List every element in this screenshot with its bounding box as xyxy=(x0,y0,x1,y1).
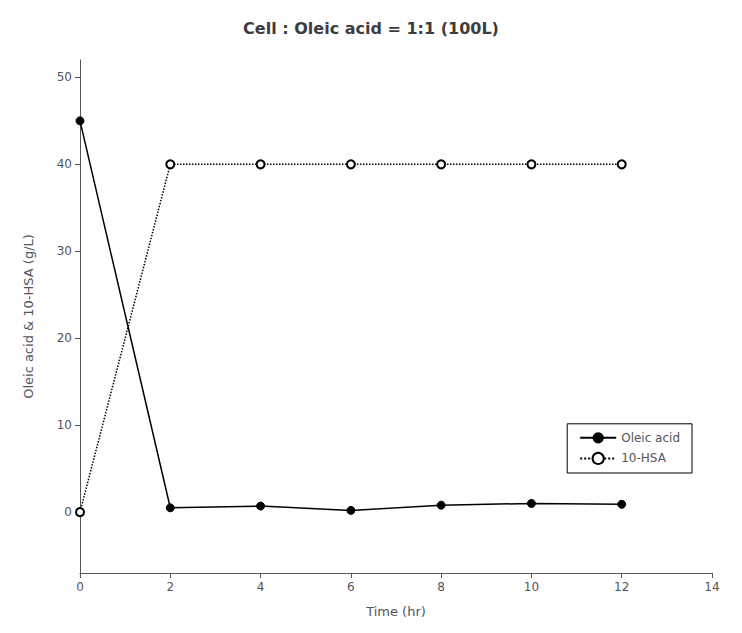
svg-text:2: 2 xyxy=(166,580,174,594)
svg-text:Oleic acid & 10-HSA (g/L): Oleic acid & 10-HSA (g/L) xyxy=(21,234,36,399)
svg-text:4: 4 xyxy=(257,580,265,594)
svg-text:40: 40 xyxy=(57,157,72,171)
svg-text:8: 8 xyxy=(437,580,445,594)
svg-text:6: 6 xyxy=(347,580,355,594)
svg-text:10: 10 xyxy=(524,580,539,594)
svg-text:Time (hr): Time (hr) xyxy=(365,604,426,619)
svg-text:30: 30 xyxy=(57,244,72,258)
svg-text:12: 12 xyxy=(614,580,629,594)
svg-text:Oleic acid: Oleic acid xyxy=(621,431,680,445)
svg-text:0: 0 xyxy=(64,505,72,519)
svg-text:0: 0 xyxy=(76,580,84,594)
svg-text:20: 20 xyxy=(57,331,72,345)
svg-text:Cell : Oleic acid = 1:1 (100L): Cell : Oleic acid = 1:1 (100L) xyxy=(243,19,499,38)
svg-text:50: 50 xyxy=(57,70,72,84)
svg-text:10-HSA: 10-HSA xyxy=(621,451,666,465)
svg-text:10: 10 xyxy=(57,418,72,432)
svg-text:14: 14 xyxy=(704,580,719,594)
